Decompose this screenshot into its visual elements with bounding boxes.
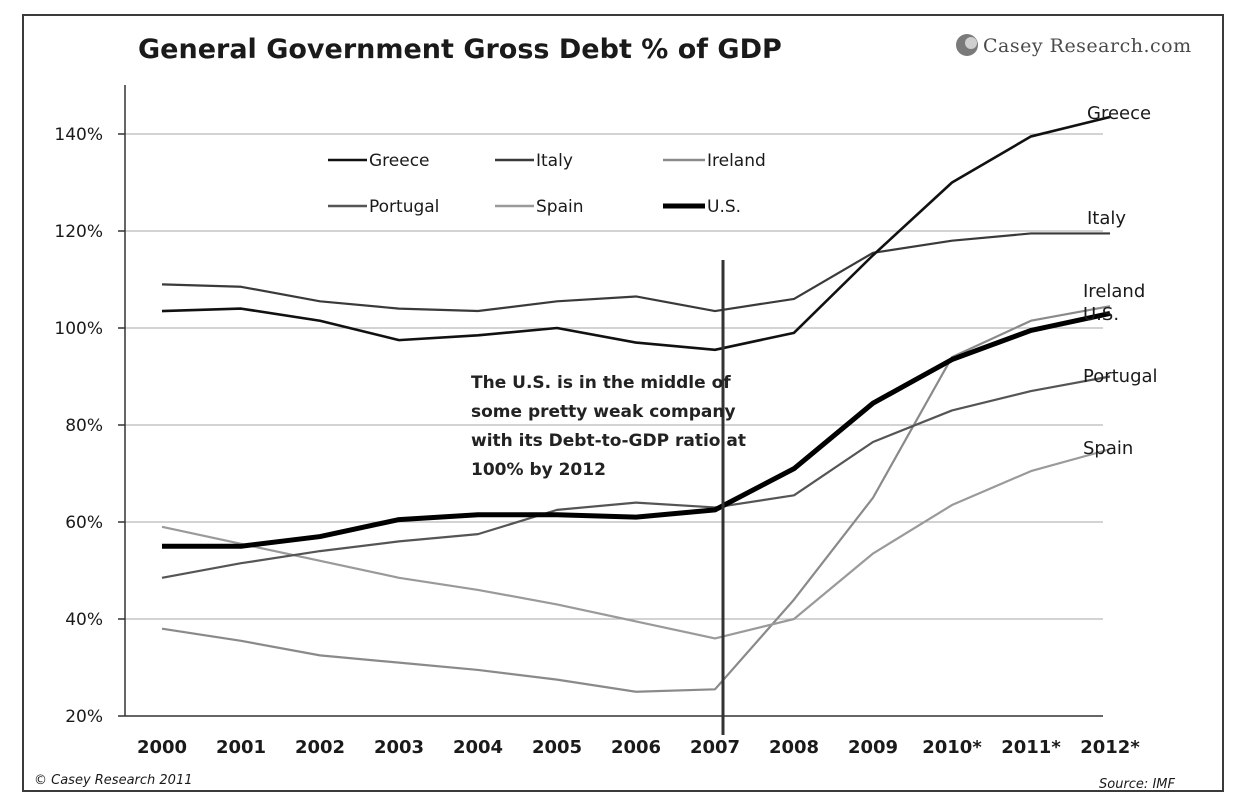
y-tick-label: 60% (65, 513, 103, 533)
x-tick-label: 2005 (532, 737, 582, 758)
annotation-text: The U.S. is in the middle of some pretty… (471, 373, 746, 480)
x-tick-label: 2007 (690, 737, 740, 758)
x-tick-label: 2012* (1080, 737, 1140, 758)
annotation-line-4: 100% by 2012 (471, 460, 606, 480)
chart-title: General Government Gross Debt % of GDP (138, 34, 782, 65)
end-label-portugal: Portugal (1083, 366, 1158, 387)
x-tick-label: 2004 (453, 737, 503, 758)
series-line-italy (161, 232, 1110, 313)
logo-text: Casey Research.com (983, 35, 1192, 57)
x-tick-label: 2006 (611, 737, 661, 758)
x-tick-label: 2010* (922, 737, 982, 758)
annotation-line-3: with its Debt-to-GDP ratio at (471, 431, 746, 451)
casey-research-logo: Casey Research.com (956, 34, 1192, 57)
end-label-ireland: Ireland (1083, 281, 1145, 302)
y-tick-label: 80% (65, 416, 103, 436)
y-tick-label: 140% (54, 125, 103, 145)
copyright-note: © Casey Research 2011 (34, 773, 193, 788)
x-tick-label: 2002 (295, 737, 345, 758)
end-label-us: U.S. (1083, 304, 1119, 325)
legend-label-us: U.S. (707, 197, 741, 217)
series-line-portugal (161, 375, 1111, 579)
x-tick-label: 2000 (137, 737, 187, 758)
end-label-greece: Greece (1087, 103, 1151, 124)
legend-label-greece: Greece (369, 151, 430, 171)
legend-label-italy: Italy (536, 151, 573, 171)
series-line-greece (161, 115, 1111, 352)
gridlines (125, 133, 1103, 717)
x-tick-label: 2011* (1001, 737, 1061, 758)
series-line-us (162, 311, 1111, 549)
annotation-line-2: some pretty weak company (471, 402, 736, 422)
x-tick-label: 2001 (216, 737, 266, 758)
legend-label-portugal: Portugal (369, 197, 439, 217)
y-tick-label: 20% (65, 707, 103, 727)
legend-label-ireland: Ireland (707, 151, 766, 171)
end-label-italy: Italy (1087, 208, 1126, 229)
y-tick-label: 40% (65, 610, 103, 630)
y-axis-ticks: 20% 40% 60% 80% 100% 120% 140% (54, 125, 125, 727)
series-lines (161, 115, 1111, 693)
legend: Greece Italy Ireland Portugal Spain U.S. (328, 151, 766, 217)
end-label-spain: Spain (1083, 438, 1133, 459)
y-tick-label: 100% (54, 319, 103, 339)
annotation-line-1: The U.S. is in the middle of (471, 373, 731, 393)
legend-label-spain: Spain (536, 197, 584, 217)
y-tick-label: 120% (54, 222, 103, 242)
x-tick-label: 2008 (769, 737, 819, 758)
chart-frame (22, 14, 1224, 792)
x-tick-label: 2009 (848, 737, 898, 758)
x-tick-label: 2003 (374, 737, 424, 758)
end-labels: Greece Italy Ireland U.S. Portugal Spain (1083, 103, 1158, 459)
series-line-spain (161, 448, 1111, 640)
source-note: Source: IMF (1099, 777, 1175, 792)
x-axis-ticks: 2000 2001 2002 2003 2004 2005 2006 2007 2008 2009… (137, 737, 1140, 758)
